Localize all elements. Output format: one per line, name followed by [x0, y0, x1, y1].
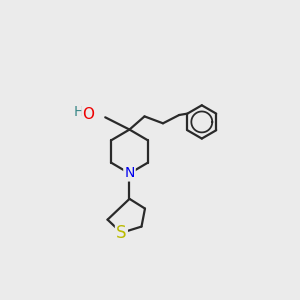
- Text: H: H: [74, 105, 84, 119]
- Text: O: O: [82, 107, 94, 122]
- Text: N: N: [124, 167, 135, 180]
- Text: S: S: [116, 224, 127, 242]
